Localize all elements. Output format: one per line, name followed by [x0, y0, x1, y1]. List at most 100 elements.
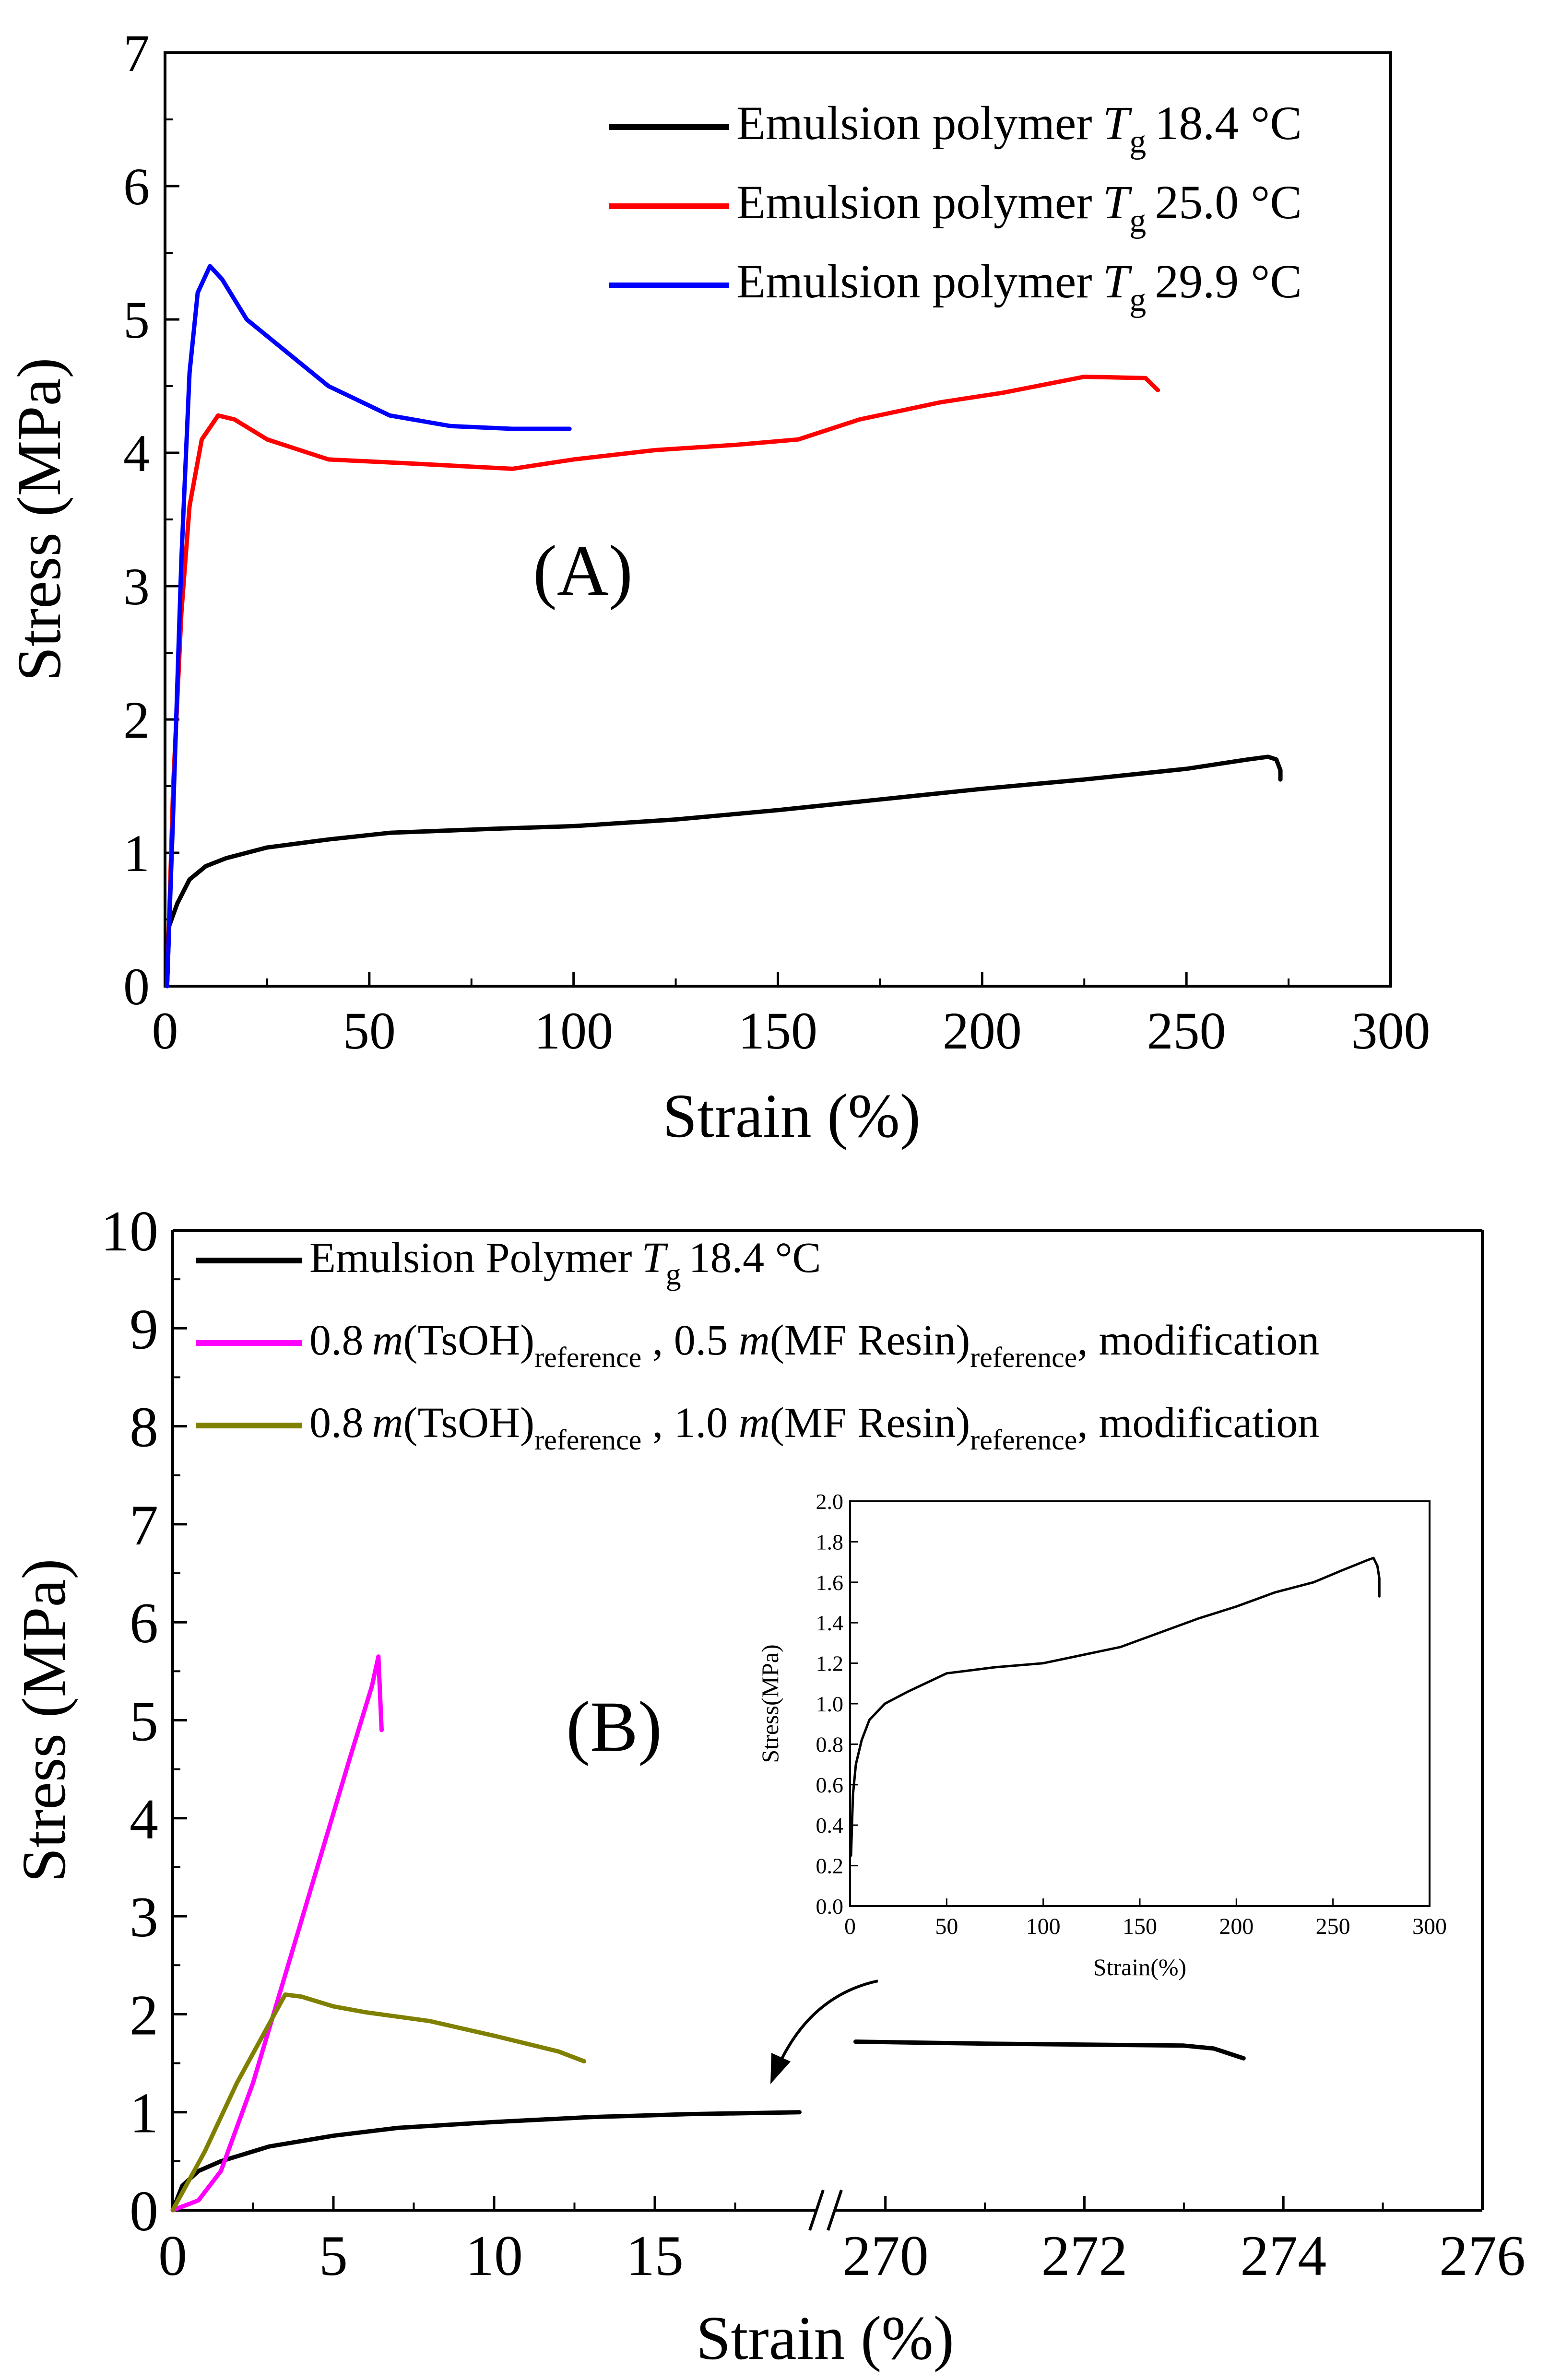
- panel-a-legend: Emulsion polymer Tg 18.4 °C Emulsion polym…: [609, 96, 1302, 318]
- panel-b-ticks: 0 5 10 15 270 272 274 276 0 1 2 3 4 5 6 7 8 9 10: [101, 1199, 1526, 2287]
- axis-break-mark-1: [808, 2190, 825, 2231]
- legend-entry-a-1: Emulsion polymer Tg 18.4 °C: [609, 96, 1302, 160]
- y-tick-label-b: 3: [130, 1885, 158, 1949]
- y-tick-label-b: 1: [130, 2081, 158, 2145]
- inset-series: [850, 1556, 1381, 1857]
- inset-x-tick-label: 300: [1412, 1914, 1447, 1939]
- inset-series-line-1: [850, 1556, 1381, 1857]
- series-line-b-1-right: [853, 2039, 1246, 2061]
- y-tick-label-a: 7: [123, 24, 150, 82]
- y-tick-label-a: 1: [123, 824, 150, 883]
- inset-y-tick-label: 0.4: [816, 1813, 844, 1838]
- legend-tg-a-1: 18.4 °C: [1155, 96, 1302, 150]
- y-tick-label-a: 3: [123, 557, 150, 616]
- inset-x-tick-label: 250: [1316, 1914, 1350, 1939]
- inset-x-tick-label: 200: [1219, 1914, 1254, 1939]
- x-tick-label-a: 100: [534, 1001, 613, 1060]
- series-line-a-1: [165, 754, 1283, 989]
- pointer-arrowhead: [770, 2053, 791, 2084]
- x-tick-label-a: 0: [152, 1001, 178, 1060]
- y-tick-label-b: 9: [130, 1297, 158, 1361]
- x-tick-label-a: 150: [738, 1001, 817, 1060]
- panel-a-label: (A): [533, 531, 633, 611]
- legend-entry-a-2: Emulsion polymer Tg 25.0 °C: [609, 176, 1302, 239]
- inset-y-tick-label: 0.6: [816, 1773, 844, 1797]
- inset-y-tick-label: 1.8: [816, 1530, 844, 1554]
- pointer-arrow: [777, 1979, 878, 2067]
- inset-x-tick-label: 150: [1123, 1914, 1157, 1939]
- y-tick-label-a: 2: [123, 691, 150, 749]
- y-tick-label-a: 6: [123, 157, 150, 216]
- panel-a-x-axis-label: Strain (%): [662, 1082, 921, 1151]
- y-tick-label-a: 5: [123, 291, 150, 349]
- inset-x-tick-label: 100: [1026, 1914, 1061, 1939]
- legend-label-b-2: 0.8 m(TsOH)reference , 0.5 m(MF Resin)ref…: [309, 1317, 1319, 1373]
- inset-y-tick-label: 1.4: [816, 1611, 844, 1635]
- panel-b: 0 5 10 15 270 272 274 276 0 1 2 3 4 5 6 7 8 9 10 (B) Strai…: [10, 1199, 1526, 2373]
- legend-tg-a-2: 25.0 °C: [1155, 176, 1302, 229]
- inset-y-tick-label: 1.2: [816, 1651, 844, 1676]
- panel-b-label: (B): [566, 1687, 662, 1767]
- y-tick-label-b: 4: [130, 1787, 158, 1851]
- inset-x-axis-label: Strain(%): [1093, 1954, 1186, 1980]
- panel-a-series: [165, 264, 1283, 989]
- x-tick-label-b: 272: [1041, 2224, 1127, 2287]
- legend-label-a-1: Emulsion polymer: [736, 96, 1092, 150]
- series-line-b-2: [170, 1654, 384, 2213]
- series-line-b-3: [170, 1992, 587, 2213]
- inset-y-tick-label: 2.0: [816, 1489, 844, 1514]
- x-tick-label-a: 50: [343, 1001, 396, 1060]
- y-tick-label-b: 2: [130, 1983, 158, 2047]
- legend-entry-b-1: Emulsion Polymer Tg 18.4 °C: [196, 1234, 821, 1291]
- inset-x-tick-label: 50: [935, 1914, 958, 1939]
- x-tick-label-b: 270: [842, 2224, 929, 2287]
- legend-tg-a-3: 29.9 °C: [1155, 255, 1302, 308]
- legend-tg-b-1: 18.4 °C: [689, 1234, 821, 1282]
- legend-entry-b-3: 0.8 m(TsOH)reference , 1.0 m(MF Resin)ref…: [196, 1399, 1319, 1456]
- x-tick-label-b: 276: [1439, 2224, 1526, 2287]
- y-tick-label-b: 10: [101, 1199, 158, 1263]
- x-tick-label-a: 300: [1351, 1001, 1431, 1060]
- y-tick-label-a: 0: [123, 957, 150, 1016]
- x-tick-label-b: 5: [319, 2224, 348, 2287]
- inset-x-tick-label: 0: [844, 1914, 856, 1939]
- panel-b-legend: Emulsion Polymer Tg 18.4 °C 0.8 m(TsOH)refe…: [196, 1234, 1319, 1456]
- panel-b-y-axis-label: Stress (MPa): [10, 1558, 79, 1882]
- axis-break-mark-2: [827, 2190, 843, 2231]
- inset-y-axis-label: Stress(MPa): [757, 1644, 783, 1763]
- inset-y-tick-label: 0.0: [816, 1894, 844, 1919]
- legend-entry-a-3: Emulsion polymer Tg 29.9 °C: [609, 255, 1302, 318]
- legend-label-a-2: Emulsion polymer: [736, 176, 1092, 229]
- panel-a-ticks: 0 50 100 150 200 250 300 0 1 2 3 4 5 6 7: [123, 24, 1431, 1060]
- x-tick-label-b: 15: [626, 2224, 684, 2287]
- panel-a-y-axis-label: Stress (MPa): [5, 357, 74, 681]
- y-tick-label-b: 7: [130, 1493, 158, 1557]
- x-tick-label-a: 200: [943, 1001, 1022, 1060]
- legend-label-a-3: Emulsion polymer: [736, 255, 1092, 308]
- inset-y-tick-label: 0.2: [816, 1854, 844, 1878]
- x-tick-label-b: 274: [1240, 2224, 1326, 2287]
- x-tick-label-b: 10: [465, 2224, 523, 2287]
- series-line-a-3: [165, 264, 572, 989]
- panel-b-series: [170, 1654, 1246, 2213]
- inset-y-tick-label: 1.6: [816, 1570, 844, 1595]
- y-tick-label-b: 8: [130, 1395, 158, 1459]
- legend-label-b-3: 0.8 m(TsOH)reference , 1.0 m(MF Resin)ref…: [309, 1399, 1319, 1456]
- inset-y-tick-label: 1.0: [816, 1692, 844, 1716]
- x-tick-label-a: 250: [1147, 1001, 1226, 1060]
- x-tick-label-b: 0: [158, 2224, 187, 2287]
- legend-label-b-1: Emulsion Polymer: [309, 1234, 632, 1282]
- legend-entry-b-2: 0.8 m(TsOH)reference , 0.5 m(MF Resin)ref…: [196, 1317, 1319, 1373]
- panel-b-x-axis-label: Strain (%): [696, 2304, 954, 2373]
- inset-chart: 0 50 100 150 200 250 300 0.0 0.2 0.4 0.6 0.8 1.0 1.2 1…: [757, 1489, 1447, 1980]
- y-tick-label-b: 5: [130, 1689, 158, 1753]
- inset-ticks: 0 50 100 150 200 250 300 0.0 0.2 0.4 0.6 0.8 1.0 1.2 1…: [816, 1489, 1447, 1939]
- y-tick-label-a: 4: [123, 424, 150, 483]
- y-tick-label-b: 0: [130, 2179, 158, 2243]
- panel-a: 0 50 100 150 200 250 300 0 1 2 3 4 5 6 7 (A) Strain (%…: [5, 24, 1431, 1151]
